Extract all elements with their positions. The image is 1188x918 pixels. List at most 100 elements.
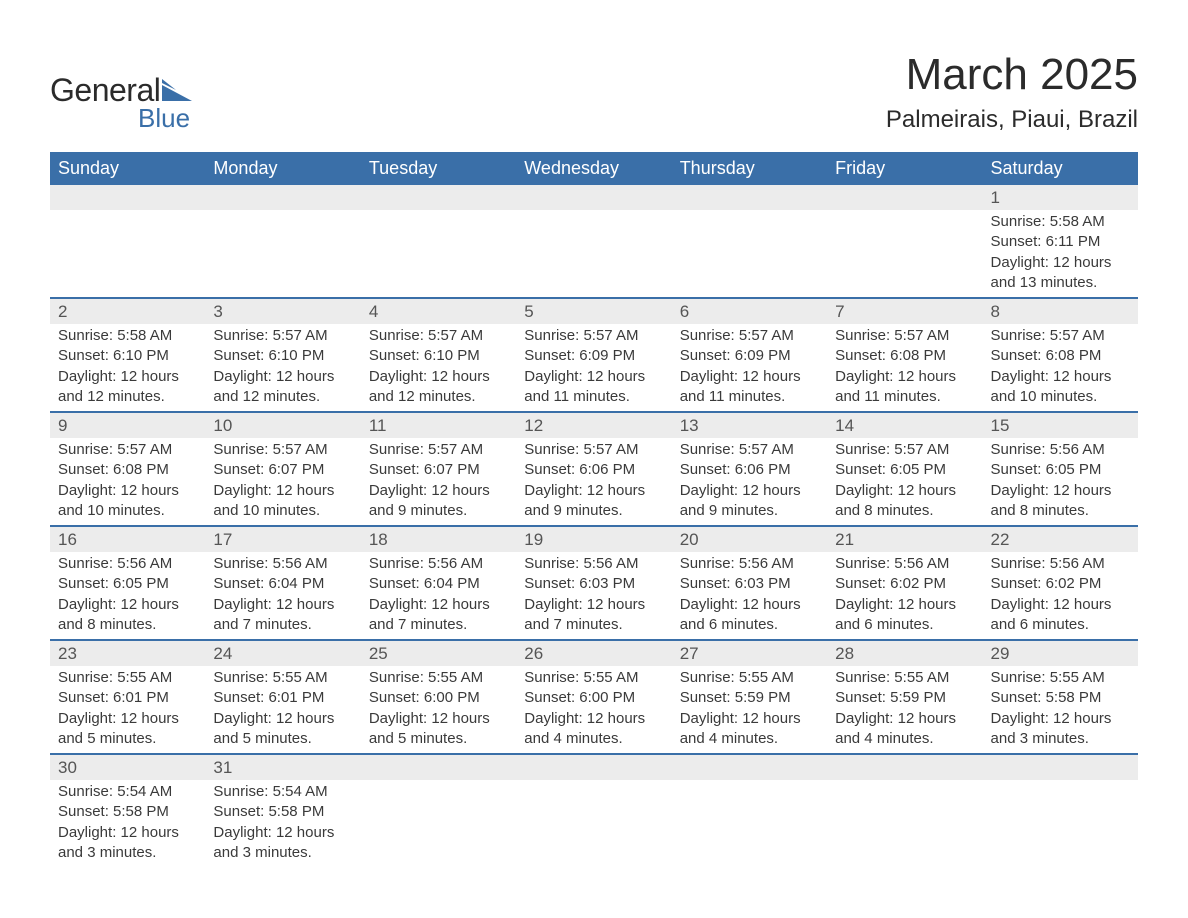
daylight-text: Daylight: 12 hours and 4 minutes. xyxy=(524,709,663,750)
daylight-text: Daylight: 12 hours and 9 minutes. xyxy=(680,481,819,522)
day-number-cell xyxy=(983,754,1138,780)
day-number-cell: 7 xyxy=(827,298,982,324)
sunset-text: Sunset: 6:01 PM xyxy=(58,688,197,708)
day-number-cell: 24 xyxy=(205,640,360,666)
sunrise-text: Sunrise: 5:57 AM xyxy=(369,440,508,460)
day-number-cell: 19 xyxy=(516,526,671,552)
sunrise-text: Sunrise: 5:57 AM xyxy=(58,440,197,460)
day-detail-cell: Sunrise: 5:57 AMSunset: 6:08 PMDaylight:… xyxy=(827,324,982,412)
day-number-cell xyxy=(516,185,671,210)
sunrise-text: Sunrise: 5:56 AM xyxy=(991,440,1130,460)
sunrise-text: Sunrise: 5:56 AM xyxy=(991,554,1130,574)
day-number-cell: 8 xyxy=(983,298,1138,324)
sunrise-text: Sunrise: 5:57 AM xyxy=(213,440,352,460)
sunset-text: Sunset: 6:03 PM xyxy=(680,574,819,594)
week-number-row: 9101112131415 xyxy=(50,412,1138,438)
sunset-text: Sunset: 6:05 PM xyxy=(991,460,1130,480)
sunset-text: Sunset: 6:07 PM xyxy=(369,460,508,480)
day-number-cell: 23 xyxy=(50,640,205,666)
day-number-cell xyxy=(827,754,982,780)
daylight-text: Daylight: 12 hours and 11 minutes. xyxy=(680,367,819,408)
day-detail-cell xyxy=(672,210,827,298)
calendar-table: Sunday Monday Tuesday Wednesday Thursday… xyxy=(50,152,1138,867)
sunset-text: Sunset: 6:05 PM xyxy=(58,574,197,594)
day-number-cell: 20 xyxy=(672,526,827,552)
day-number-cell: 9 xyxy=(50,412,205,438)
sunrise-text: Sunrise: 5:55 AM xyxy=(58,668,197,688)
day-detail-cell: Sunrise: 5:58 AMSunset: 6:11 PMDaylight:… xyxy=(983,210,1138,298)
week-number-row: 1 xyxy=(50,185,1138,210)
day-detail-cell: Sunrise: 5:55 AMSunset: 5:59 PMDaylight:… xyxy=(827,666,982,754)
daylight-text: Daylight: 12 hours and 10 minutes. xyxy=(991,367,1130,408)
daylight-text: Daylight: 12 hours and 9 minutes. xyxy=(369,481,508,522)
sunset-text: Sunset: 6:03 PM xyxy=(524,574,663,594)
daylight-text: Daylight: 12 hours and 12 minutes. xyxy=(58,367,197,408)
day-number-cell xyxy=(361,754,516,780)
week-detail-row: Sunrise: 5:58 AMSunset: 6:11 PMDaylight:… xyxy=(50,210,1138,298)
day-header: Tuesday xyxy=(361,152,516,185)
day-detail-cell: Sunrise: 5:55 AMSunset: 6:01 PMDaylight:… xyxy=(50,666,205,754)
sunset-text: Sunset: 6:02 PM xyxy=(991,574,1130,594)
daylight-text: Daylight: 12 hours and 6 minutes. xyxy=(991,595,1130,636)
sunset-text: Sunset: 6:10 PM xyxy=(213,346,352,366)
day-number-cell: 13 xyxy=(672,412,827,438)
sunset-text: Sunset: 6:04 PM xyxy=(369,574,508,594)
sunrise-text: Sunrise: 5:57 AM xyxy=(991,326,1130,346)
day-detail-cell: Sunrise: 5:56 AMSunset: 6:03 PMDaylight:… xyxy=(516,552,671,640)
day-detail-cell: Sunrise: 5:57 AMSunset: 6:07 PMDaylight:… xyxy=(205,438,360,526)
sunset-text: Sunset: 5:58 PM xyxy=(213,802,352,822)
daylight-text: Daylight: 12 hours and 11 minutes. xyxy=(524,367,663,408)
sunrise-text: Sunrise: 5:55 AM xyxy=(369,668,508,688)
day-detail-cell xyxy=(516,210,671,298)
daylight-text: Daylight: 12 hours and 4 minutes. xyxy=(680,709,819,750)
day-number-cell: 10 xyxy=(205,412,360,438)
sunset-text: Sunset: 6:06 PM xyxy=(524,460,663,480)
day-number-cell xyxy=(672,185,827,210)
sunset-text: Sunset: 6:00 PM xyxy=(524,688,663,708)
daylight-text: Daylight: 12 hours and 7 minutes. xyxy=(213,595,352,636)
sunrise-text: Sunrise: 5:57 AM xyxy=(680,440,819,460)
day-detail-cell xyxy=(827,780,982,867)
day-number-cell: 22 xyxy=(983,526,1138,552)
day-header: Friday xyxy=(827,152,982,185)
day-number-cell: 27 xyxy=(672,640,827,666)
day-number-cell: 17 xyxy=(205,526,360,552)
sunset-text: Sunset: 6:02 PM xyxy=(835,574,974,594)
day-number-cell: 28 xyxy=(827,640,982,666)
day-detail-cell xyxy=(672,780,827,867)
sunset-text: Sunset: 6:08 PM xyxy=(991,346,1130,366)
sunrise-text: Sunrise: 5:57 AM xyxy=(213,326,352,346)
day-header: Saturday xyxy=(983,152,1138,185)
sunset-text: Sunset: 6:04 PM xyxy=(213,574,352,594)
daylight-text: Daylight: 12 hours and 5 minutes. xyxy=(213,709,352,750)
sunrise-text: Sunrise: 5:56 AM xyxy=(524,554,663,574)
sunset-text: Sunset: 5:59 PM xyxy=(835,688,974,708)
header: General Blue March 2025 Palmeirais, Piau… xyxy=(50,50,1138,134)
day-detail-cell: Sunrise: 5:54 AMSunset: 5:58 PMDaylight:… xyxy=(50,780,205,867)
day-number-cell xyxy=(361,185,516,210)
sunrise-text: Sunrise: 5:58 AM xyxy=(58,326,197,346)
week-number-row: 16171819202122 xyxy=(50,526,1138,552)
day-number-cell: 26 xyxy=(516,640,671,666)
sunrise-text: Sunrise: 5:56 AM xyxy=(835,554,974,574)
sunrise-text: Sunrise: 5:56 AM xyxy=(58,554,197,574)
day-number-cell: 25 xyxy=(361,640,516,666)
day-number-cell xyxy=(50,185,205,210)
day-detail-cell: Sunrise: 5:55 AMSunset: 5:59 PMDaylight:… xyxy=(672,666,827,754)
sunset-text: Sunset: 6:05 PM xyxy=(835,460,974,480)
sunrise-text: Sunrise: 5:58 AM xyxy=(991,212,1130,232)
day-number-cell: 14 xyxy=(827,412,982,438)
sunset-text: Sunset: 6:06 PM xyxy=(680,460,819,480)
day-detail-cell: Sunrise: 5:55 AMSunset: 6:00 PMDaylight:… xyxy=(361,666,516,754)
day-detail-cell: Sunrise: 5:57 AMSunset: 6:05 PMDaylight:… xyxy=(827,438,982,526)
day-number-cell: 16 xyxy=(50,526,205,552)
day-number-cell: 15 xyxy=(983,412,1138,438)
daylight-text: Daylight: 12 hours and 9 minutes. xyxy=(524,481,663,522)
sunrise-text: Sunrise: 5:57 AM xyxy=(835,326,974,346)
day-number-cell: 4 xyxy=(361,298,516,324)
sunset-text: Sunset: 6:08 PM xyxy=(58,460,197,480)
day-detail-cell: Sunrise: 5:57 AMSunset: 6:10 PMDaylight:… xyxy=(361,324,516,412)
location-subtitle: Palmeirais, Piaui, Brazil xyxy=(886,106,1138,134)
day-header: Thursday xyxy=(672,152,827,185)
page-title: March 2025 xyxy=(886,50,1138,100)
